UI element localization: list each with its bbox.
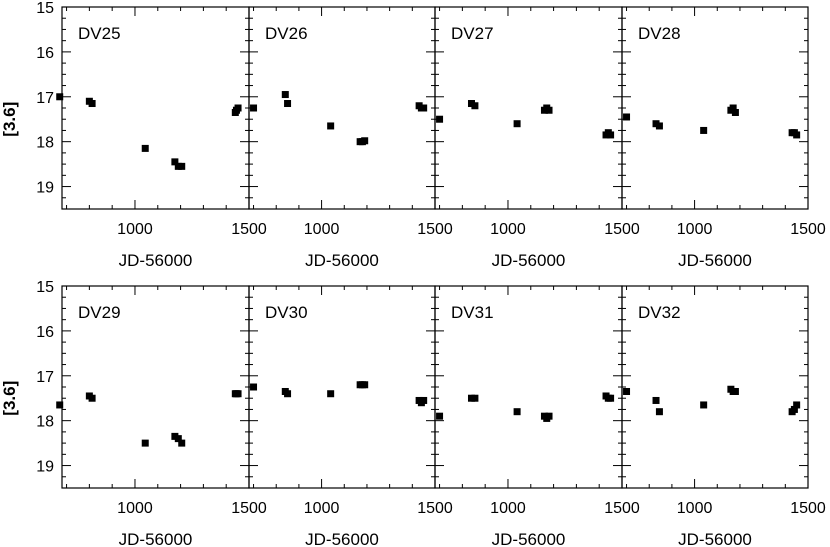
panel-title: DV27 xyxy=(451,24,494,43)
data-point xyxy=(729,104,737,112)
panel-title: DV25 xyxy=(78,24,121,43)
x-tick-label: 1500 xyxy=(417,500,453,517)
x-tick-label: 1500 xyxy=(604,221,640,238)
data-point xyxy=(652,396,660,404)
y-tick-label: 17 xyxy=(36,90,54,107)
data-point xyxy=(420,104,428,112)
data-point xyxy=(284,390,292,398)
panel-title: DV28 xyxy=(638,24,681,43)
y-tick-label: 18 xyxy=(36,135,54,152)
data-point xyxy=(793,131,801,139)
data-point xyxy=(56,401,64,409)
data-point xyxy=(513,120,521,128)
panel-dv32: 1000 1500 JD-56000 DV32 xyxy=(621,285,826,547)
data-point xyxy=(513,408,521,416)
data-point xyxy=(361,137,369,145)
panel-dv29: 15 16 17 18 19 [3.6] 1000 1500 JD-56000 DV29 xyxy=(0,279,267,547)
x-tick-label: 1500 xyxy=(231,500,267,517)
panel-title: DV29 xyxy=(78,303,121,322)
x-axis-label: JD-56000 xyxy=(119,530,193,547)
y-tick-label: 18 xyxy=(36,414,54,431)
x-tick-label: 1000 xyxy=(490,221,526,238)
data-point xyxy=(607,394,615,402)
data-point xyxy=(700,126,708,134)
y-tick-label: 16 xyxy=(36,324,54,341)
data-point xyxy=(471,102,479,110)
x-axis-label: JD-56000 xyxy=(678,251,752,270)
data-point xyxy=(281,91,289,99)
x-tick-label: 1500 xyxy=(790,500,826,517)
panel-dv25: 15 16 17 18 19 [3.6] 1000 1500 JD-56000 DV25 xyxy=(0,0,267,270)
data-point xyxy=(731,108,739,116)
y-tick-label: 16 xyxy=(36,45,54,62)
data-point xyxy=(436,115,444,123)
data-point xyxy=(284,100,292,108)
y-tick-label: 19 xyxy=(36,180,54,197)
data-point xyxy=(623,387,631,395)
x-tick-label: 1000 xyxy=(677,221,713,238)
x-tick-label: 1000 xyxy=(117,500,153,517)
data-point xyxy=(88,100,96,108)
data-point xyxy=(731,387,739,395)
data-point xyxy=(545,412,553,420)
data-point xyxy=(545,106,553,114)
data-point xyxy=(56,93,64,101)
panel-dv28: 1000 1500 JD-56000 DV28 xyxy=(621,6,826,270)
data-point xyxy=(178,162,186,170)
data-point xyxy=(327,122,335,130)
data-point xyxy=(436,412,444,420)
data-point xyxy=(327,390,335,398)
x-axis-label: JD-56000 xyxy=(305,530,379,547)
x-tick-label: 1500 xyxy=(604,500,640,517)
x-tick-label: 1000 xyxy=(117,221,153,238)
y-axis-label: [3.6] xyxy=(0,102,19,137)
data-point xyxy=(174,435,182,443)
x-axis-label: JD-56000 xyxy=(305,251,379,270)
data-point xyxy=(623,113,631,121)
data-point xyxy=(234,104,242,112)
x-tick-label: 1000 xyxy=(490,500,526,517)
panel-dv26: 1000 1500 JD-56000 DV26 xyxy=(248,6,453,270)
x-axis-label: JD-56000 xyxy=(119,251,193,270)
data-point xyxy=(607,131,615,139)
y-tick-label: 15 xyxy=(36,0,54,17)
data-point xyxy=(234,390,242,398)
panel-title: DV32 xyxy=(638,303,681,322)
data-point xyxy=(655,408,663,416)
data-point xyxy=(420,396,428,404)
data-point xyxy=(250,383,258,391)
panel-dv27: 1000 1500 JD-56000 DV27 xyxy=(434,6,640,270)
x-axis-label: JD-56000 xyxy=(678,530,752,547)
data-point xyxy=(171,158,179,166)
data-point xyxy=(361,381,369,389)
x-axis-label: JD-56000 xyxy=(492,530,566,547)
x-axis-label: JD-56000 xyxy=(492,251,566,270)
data-point xyxy=(250,104,258,112)
x-tick-label: 1500 xyxy=(417,221,453,238)
data-point xyxy=(471,394,479,402)
data-point xyxy=(655,122,663,130)
x-tick-label: 1000 xyxy=(677,500,713,517)
y-tick-label: 19 xyxy=(36,459,54,476)
x-tick-label: 1500 xyxy=(790,221,826,238)
data-point xyxy=(793,401,801,409)
x-tick-label: 1500 xyxy=(231,221,267,238)
data-point xyxy=(790,405,798,413)
x-tick-label: 1000 xyxy=(304,221,340,238)
y-tick-label: 15 xyxy=(36,279,54,296)
panel-title: DV26 xyxy=(265,24,308,43)
y-tick-label: 17 xyxy=(36,369,54,386)
data-point xyxy=(88,394,96,402)
panel-dv30: 1000 1500 JD-56000 DV30 xyxy=(248,285,453,547)
x-tick-label: 1000 xyxy=(304,500,340,517)
y-axis-label: [3.6] xyxy=(0,381,19,416)
data-point xyxy=(141,144,149,152)
data-point xyxy=(178,439,186,447)
data-point xyxy=(141,439,149,447)
data-point xyxy=(700,401,708,409)
panel-dv31: 1000 1500 JD-56000 DV31 xyxy=(434,285,640,547)
panel-title: DV31 xyxy=(451,303,494,322)
panel-title: DV30 xyxy=(265,303,308,322)
